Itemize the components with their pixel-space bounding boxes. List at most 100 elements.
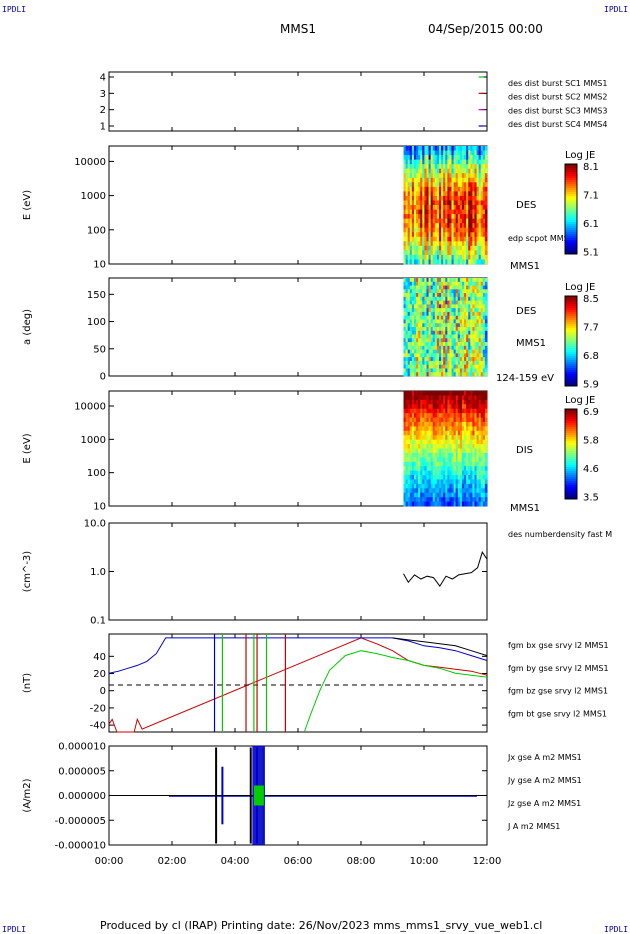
heatmap-cell [434, 461, 438, 467]
heatmap-cell [439, 150, 442, 156]
heatmap-cell [426, 254, 429, 260]
heatmap-cell [480, 227, 484, 233]
heatmap-cell [403, 254, 407, 260]
heatmap-cell [459, 444, 463, 449]
heatmap-cell [445, 254, 448, 260]
heatmap-cell [411, 173, 415, 179]
heatmap-cell [430, 241, 434, 247]
heatmap-cell [416, 293, 419, 298]
heatmap-cell [480, 164, 484, 170]
heatmap-cell [480, 214, 484, 220]
heatmap-cell [447, 391, 450, 396]
heatmap-cell [407, 155, 411, 161]
heatmap-cell [478, 470, 482, 476]
heatmap-cell [407, 186, 411, 192]
heatmap-cell [445, 214, 448, 220]
heatmap-cell [447, 426, 450, 432]
heatmap-cell [418, 164, 421, 170]
heatmap-cell [480, 241, 484, 247]
heatmap-cell [470, 330, 473, 335]
heatmap-cell [455, 311, 459, 317]
heatmap-cell [464, 417, 467, 423]
heatmap-cell [443, 308, 446, 313]
heatmap-cell [459, 360, 463, 366]
heatmap-cell [468, 232, 471, 238]
heatmap-cell [443, 164, 446, 170]
heatmap-cell [436, 488, 440, 494]
heatmap-cell [449, 417, 452, 423]
heatmap-cell [478, 168, 482, 174]
heatmap-cell [468, 479, 471, 485]
heatmap-cell [466, 232, 469, 238]
heatmap-cell [451, 285, 455, 290]
colorbar-swatch [565, 453, 577, 456]
heatmap-cell [443, 311, 446, 317]
heatmap-cell [445, 435, 448, 441]
heatmap-cell [430, 483, 434, 489]
colorbar-swatch [565, 356, 577, 359]
heatmap-cell [451, 323, 455, 328]
heatmap-cell [405, 300, 409, 305]
heatmap-cell [453, 360, 457, 366]
heatmap-cell [407, 349, 411, 354]
heatmap-cell [443, 254, 446, 260]
heatmap-cell [457, 391, 461, 396]
heatmap-cell [443, 439, 446, 445]
heatmap-cell [455, 426, 459, 432]
heatmap-cell [428, 497, 432, 502]
heatmap-cell [461, 245, 465, 251]
heatmap-cell [411, 391, 415, 396]
heatmap-cell [405, 155, 409, 161]
legend-label: Jx gse A m2 MMS1 [507, 753, 582, 762]
heatmap-cell [464, 483, 467, 489]
heatmap-cell [418, 289, 421, 294]
heatmap-cell [416, 311, 419, 317]
heatmap-cell [455, 285, 459, 290]
heatmap-cell [432, 330, 436, 335]
colorbar-swatch [565, 483, 577, 486]
heatmap-cell [476, 254, 480, 260]
heatmap-cell [409, 368, 413, 373]
heatmap-cell [441, 186, 444, 192]
heatmap-cell [451, 372, 455, 377]
heatmap-cell [411, 304, 415, 309]
heatmap-cell [403, 421, 407, 427]
heatmap-cell [476, 214, 480, 220]
heatmap-cell [434, 150, 438, 156]
heatmap-cell [466, 173, 469, 179]
heatmap-cell [416, 195, 419, 201]
heatmap-cell [470, 168, 473, 174]
heatmap-cell [439, 421, 442, 427]
heatmap-cell [418, 241, 421, 247]
heatmap-cell [409, 448, 413, 454]
colorbar-swatch [565, 178, 577, 181]
heatmap-cell [451, 475, 455, 480]
heatmap-cell [457, 349, 461, 354]
heatmap-cell [430, 492, 434, 498]
heatmap-cell [439, 186, 442, 192]
heatmap-cell [432, 439, 436, 445]
heatmap-cell [443, 259, 446, 265]
heatmap-cell [418, 372, 421, 377]
heatmap-cell [413, 479, 417, 485]
heatmap-cell [474, 452, 477, 458]
heatmap-cell [403, 488, 407, 494]
heatmap-cell [441, 501, 444, 507]
heatmap-cell [482, 327, 486, 332]
heatmap-cell [457, 168, 461, 174]
heatmap-cell [482, 349, 486, 354]
heatmap-cell [439, 182, 442, 188]
heatmap-cell [426, 293, 429, 298]
heatmap-cell [428, 353, 432, 358]
heatmap-cell [441, 470, 444, 476]
heatmap-cell [466, 308, 469, 313]
heatmap-cell [455, 492, 459, 498]
heatmap-cell [403, 470, 407, 476]
heatmap-cell [480, 209, 484, 215]
legend-label: fgm bz gse srvy l2 MMS1 [508, 687, 608, 696]
heatmap-cell [455, 342, 459, 347]
heatmap-cell [455, 146, 459, 151]
heatmap-cell [418, 254, 421, 260]
heatmap-cell [455, 254, 459, 260]
heatmap-cell [441, 245, 444, 251]
